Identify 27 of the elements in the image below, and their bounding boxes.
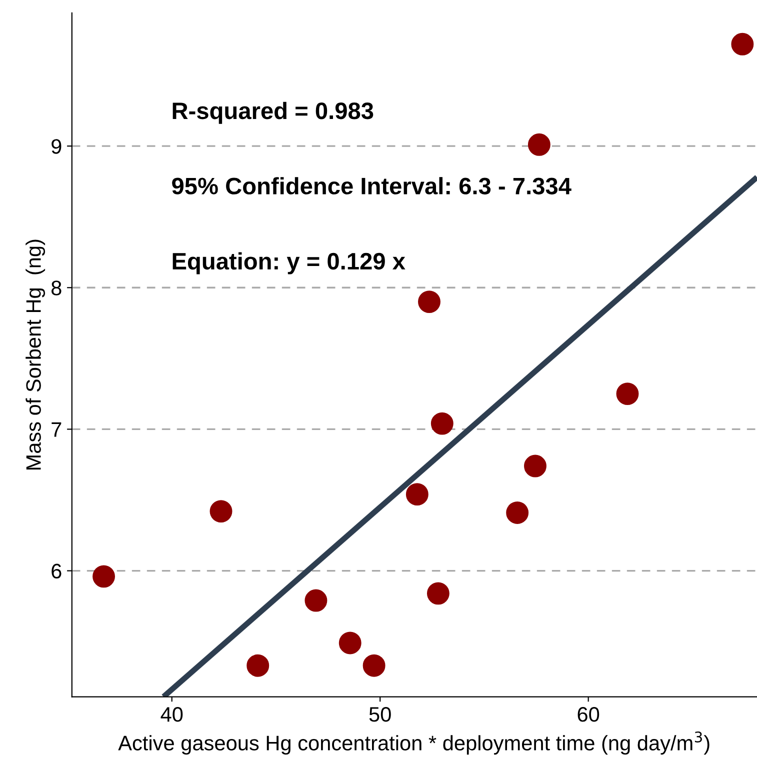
point [528,133,550,156]
point [338,632,362,654]
point [418,290,440,314]
y-tick-label: 6 [52,564,62,579]
point [426,582,450,605]
point [430,412,454,435]
point [731,32,754,56]
x-axis-title: Active gaseous Hg concentration * deployment time (ng day/m$^{3}$) [118,731,710,755]
point [616,382,639,406]
point [92,565,115,588]
annotation: 95% Confidence Interval: 6.3 - 7.334 [172,177,572,194]
point [304,589,328,612]
point [246,654,270,677]
point [524,454,546,478]
point [406,483,428,506]
y-tick-label: 8 [52,280,62,296]
x-tick-label: 50 [369,707,391,722]
y-axis-title: Mass of Sorbent Hg (ng) [26,240,46,470]
point [506,502,529,524]
annotation: Equation: y = 0.129 x [172,252,406,274]
x-tick-label: 60 [578,707,600,722]
x-tick-label: 40 [160,707,183,722]
annotation: R-squared = 0.983 [172,102,374,124]
point [210,500,232,523]
point [362,654,386,677]
y-tick-label: 7 [52,422,62,437]
y-tick-label: 9 [52,139,62,154]
